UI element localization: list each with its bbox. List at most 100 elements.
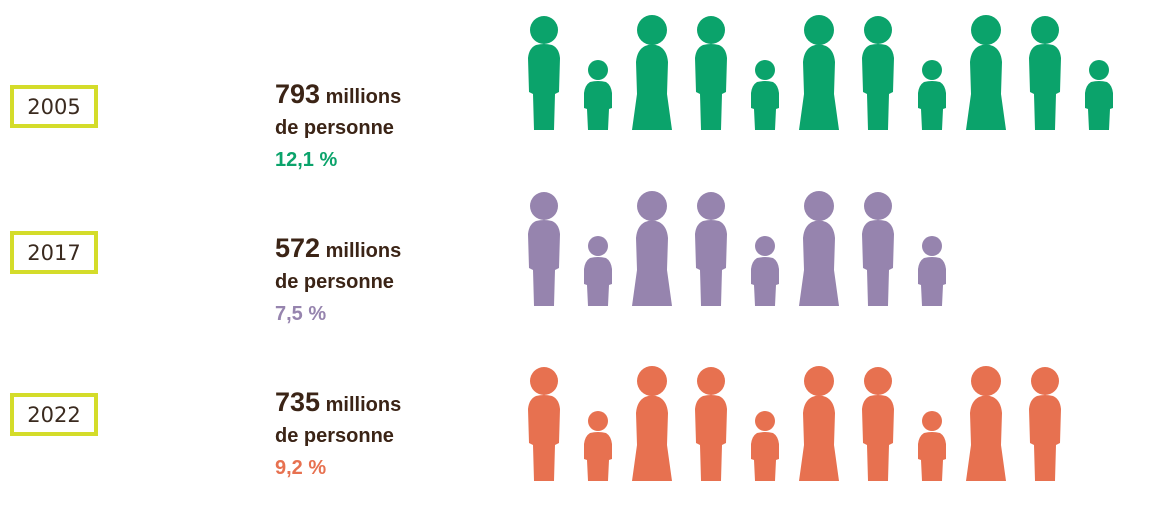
figure-body: [862, 395, 894, 481]
year-label: 2005: [10, 85, 98, 128]
man-figure: [528, 367, 560, 481]
figure-head: [922, 60, 942, 80]
figure-body: [799, 220, 839, 306]
woman-figure: [966, 366, 1006, 481]
woman-figure: [632, 15, 672, 130]
figure-body: [751, 257, 779, 306]
value-suffix: de personne: [275, 425, 394, 447]
child-figure: [751, 236, 779, 306]
figure-body: [751, 81, 779, 130]
figure-body: [632, 220, 672, 306]
figure-head: [530, 367, 558, 395]
figure-row-svg: [528, 366, 1061, 481]
figure-body: [632, 44, 672, 130]
figure-body: [751, 432, 779, 481]
figure-head: [864, 367, 892, 395]
figure-head: [864, 192, 892, 220]
figure-head: [804, 191, 834, 221]
figure-row-svg: [528, 15, 1113, 130]
row-2017: 2017 572 millions de personne 7,5 %: [0, 186, 1151, 336]
figure-head: [637, 366, 667, 396]
value-unit: millions: [325, 394, 402, 416]
figure-row-svg: [528, 191, 946, 306]
figure-head: [588, 411, 608, 431]
figure-head: [1031, 16, 1059, 44]
figure-body: [1029, 44, 1061, 130]
percent-label: 9,2 %: [275, 457, 327, 479]
woman-figure: [632, 191, 672, 306]
figure-head: [971, 366, 1001, 396]
figure-body: [695, 44, 727, 130]
figure-head: [755, 60, 775, 80]
figure-body: [918, 81, 946, 130]
figure-body: [799, 44, 839, 130]
figure-head: [530, 192, 558, 220]
child-figure: [751, 60, 779, 130]
value-number: 735: [275, 387, 321, 417]
woman-figure: [799, 366, 839, 481]
figure-body: [918, 257, 946, 306]
man-figure: [695, 367, 727, 481]
figure-body: [695, 220, 727, 306]
figure-body: [528, 220, 560, 306]
man-figure: [528, 16, 560, 130]
figure-body: [862, 220, 894, 306]
figure-body: [1085, 81, 1113, 130]
man-figure: [862, 367, 894, 481]
child-figure: [1085, 60, 1113, 130]
value-unit: millions: [325, 86, 402, 108]
figure-head: [637, 15, 667, 45]
child-figure: [584, 236, 612, 306]
row-2005: 2005 793 millions de personne 12,1 %: [0, 12, 1151, 171]
child-figure: [918, 411, 946, 481]
value-label: 572 millions de personne 7,5 %: [275, 232, 401, 331]
man-figure: [695, 16, 727, 130]
percent-label: 12,1 %: [275, 149, 338, 171]
figure-body: [695, 395, 727, 481]
man-figure: [695, 192, 727, 306]
figure-body: [1029, 395, 1061, 481]
child-figure: [918, 60, 946, 130]
man-figure: [862, 192, 894, 306]
figure-head: [1089, 60, 1109, 80]
woman-figure: [632, 366, 672, 481]
man-figure: [1029, 367, 1061, 481]
figure-head: [697, 367, 725, 395]
figure-head: [1031, 367, 1059, 395]
value-suffix: de personne: [275, 271, 394, 293]
woman-figure: [966, 15, 1006, 130]
figure-body: [918, 432, 946, 481]
value-suffix: de personne: [275, 117, 394, 139]
figure-head: [971, 15, 1001, 45]
value-label: 793 millions de personne 12,1 %: [275, 78, 401, 177]
figure-head: [804, 366, 834, 396]
figure-body: [528, 395, 560, 481]
woman-figure: [799, 15, 839, 130]
figure-head: [922, 236, 942, 256]
woman-figure: [799, 191, 839, 306]
year-label: 2022: [10, 393, 98, 436]
figure-head: [588, 60, 608, 80]
figure-row: [519, 12, 1151, 132]
figure-head: [755, 236, 775, 256]
figure-head: [588, 236, 608, 256]
child-figure: [751, 411, 779, 481]
figure-row: [519, 188, 1151, 308]
year-label: 2017: [10, 231, 98, 274]
percent-label: 7,5 %: [275, 303, 327, 325]
value-number: 793: [275, 79, 321, 109]
value-label: 735 millions de personne 9,2 %: [275, 386, 401, 485]
figure-body: [632, 395, 672, 481]
figure-head: [637, 191, 667, 221]
figure-body: [584, 81, 612, 130]
figure-body: [584, 432, 612, 481]
figure-body: [862, 44, 894, 130]
value-number: 572: [275, 233, 321, 263]
figure-body: [528, 44, 560, 130]
figure-head: [697, 192, 725, 220]
child-figure: [918, 236, 946, 306]
man-figure: [528, 192, 560, 306]
child-figure: [584, 60, 612, 130]
figure-head: [922, 411, 942, 431]
figure-body: [584, 257, 612, 306]
